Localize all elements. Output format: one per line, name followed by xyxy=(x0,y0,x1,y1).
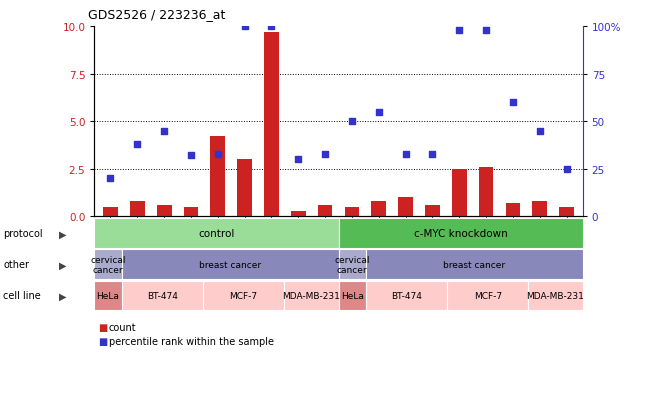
Text: breast cancer: breast cancer xyxy=(443,260,505,269)
Bar xyxy=(318,205,333,217)
Text: MDA-MB-231: MDA-MB-231 xyxy=(283,291,340,300)
Bar xyxy=(425,205,440,217)
Point xyxy=(266,24,277,30)
Point xyxy=(105,176,116,182)
Point xyxy=(347,119,357,125)
Text: control: control xyxy=(199,229,234,239)
Bar xyxy=(264,33,279,217)
Point xyxy=(454,27,464,34)
Point xyxy=(213,151,223,157)
Text: BT-474: BT-474 xyxy=(391,291,422,300)
Point xyxy=(186,153,196,159)
Bar xyxy=(506,204,520,217)
Text: HeLa: HeLa xyxy=(340,291,363,300)
Bar xyxy=(559,207,574,217)
Bar xyxy=(157,205,171,217)
Point xyxy=(534,128,545,135)
Text: c-MYC knockdown: c-MYC knockdown xyxy=(413,229,508,239)
Text: GDS2526 / 223236_at: GDS2526 / 223236_at xyxy=(88,8,225,21)
Text: ▶: ▶ xyxy=(59,229,66,239)
Text: BT-474: BT-474 xyxy=(146,291,178,300)
Text: ■: ■ xyxy=(98,322,107,332)
Text: breast cancer: breast cancer xyxy=(199,260,261,269)
Point xyxy=(320,151,330,157)
Point xyxy=(427,151,437,157)
Bar xyxy=(237,160,252,217)
Text: HeLa: HeLa xyxy=(96,291,119,300)
Bar xyxy=(103,207,118,217)
Text: MCF-7: MCF-7 xyxy=(474,291,502,300)
Text: other: other xyxy=(3,260,29,270)
Text: count: count xyxy=(109,322,136,332)
Bar xyxy=(184,207,199,217)
Text: cervical
cancer: cervical cancer xyxy=(335,255,370,274)
Text: percentile rank within the sample: percentile rank within the sample xyxy=(109,337,273,347)
Point xyxy=(374,109,384,116)
Text: ■: ■ xyxy=(98,337,107,347)
Point xyxy=(481,27,492,34)
Bar xyxy=(533,202,547,217)
Text: ▶: ▶ xyxy=(59,291,66,301)
Bar xyxy=(291,211,306,217)
Text: MDA-MB-231: MDA-MB-231 xyxy=(527,291,585,300)
Bar xyxy=(210,137,225,217)
Bar xyxy=(130,202,145,217)
Bar xyxy=(398,198,413,217)
Point xyxy=(240,24,250,30)
Text: protocol: protocol xyxy=(3,229,43,239)
Point xyxy=(561,166,572,173)
Point xyxy=(132,141,143,148)
Point xyxy=(400,151,411,157)
Text: MCF-7: MCF-7 xyxy=(230,291,258,300)
Bar xyxy=(371,202,386,217)
Bar xyxy=(452,169,467,217)
Text: cell line: cell line xyxy=(3,291,41,301)
Text: cervical
cancer: cervical cancer xyxy=(90,255,126,274)
Bar xyxy=(478,167,493,217)
Text: ▶: ▶ xyxy=(59,260,66,270)
Point xyxy=(508,100,518,106)
Point xyxy=(159,128,169,135)
Point xyxy=(293,157,303,163)
Bar xyxy=(344,207,359,217)
